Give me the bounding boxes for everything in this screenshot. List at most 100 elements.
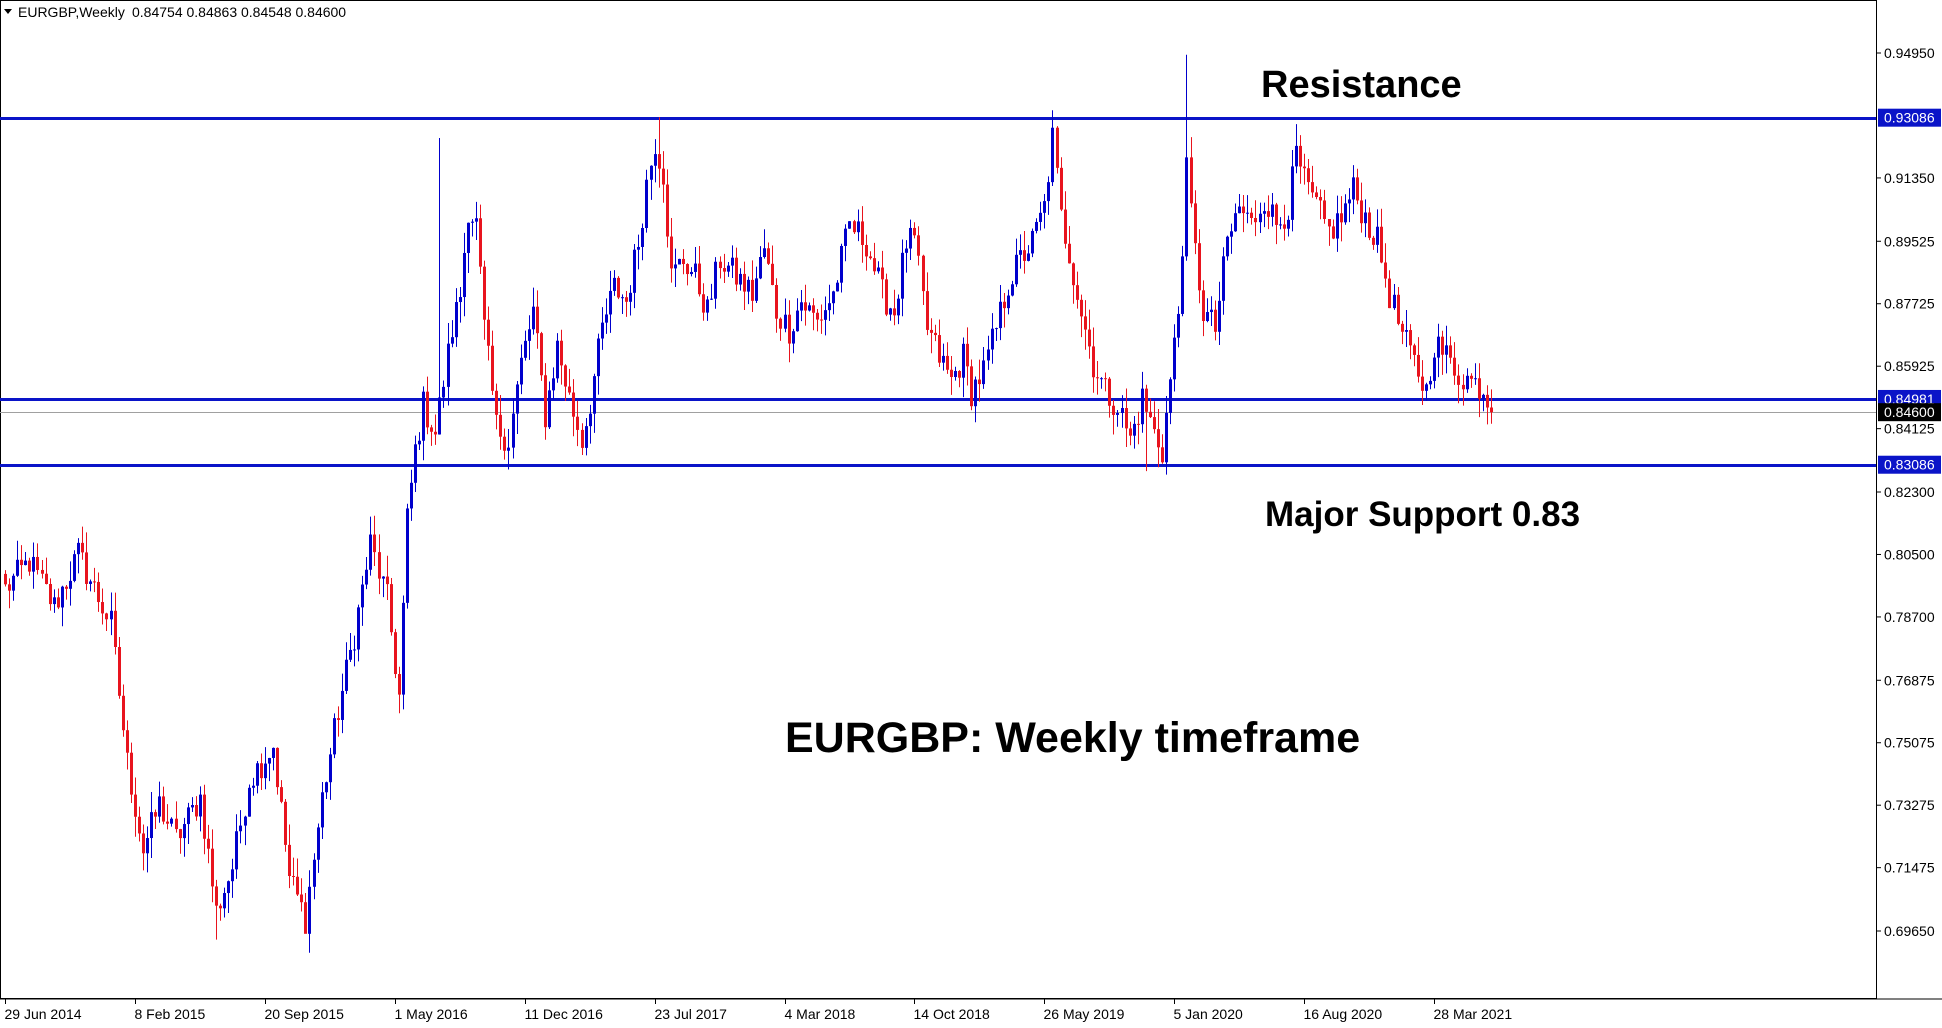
candle-body (629, 292, 632, 302)
candle-body (682, 258, 685, 265)
candle-body (808, 305, 811, 311)
candle-body (686, 264, 689, 275)
candle-body (1267, 211, 1270, 217)
candle-body (434, 431, 437, 435)
candle-body (28, 560, 31, 572)
candle-body (4, 573, 7, 585)
candle-body (438, 397, 441, 435)
candle-body (771, 263, 774, 285)
candle-body (369, 534, 372, 570)
candle-body (824, 310, 827, 320)
candle-body (406, 508, 409, 603)
triangle-down-icon[interactable] (4, 9, 12, 14)
candle-body (848, 221, 851, 229)
candle-body (479, 218, 482, 267)
candle-body (1352, 177, 1355, 200)
candle-body (934, 332, 937, 336)
candle-body (865, 244, 868, 257)
candle-body (1011, 284, 1014, 296)
header: EURGBP,Weekly 0.84754 0.84863 0.84548 0.… (4, 4, 346, 20)
candle-body (1137, 423, 1140, 425)
candle-body (735, 257, 738, 285)
candle-body (1121, 408, 1124, 413)
candle-body (207, 838, 210, 849)
candle-body (690, 271, 693, 275)
y-tick-label: 0.87725 (1884, 296, 1935, 312)
candle-body (784, 314, 787, 329)
candle-body (576, 416, 579, 430)
candle-body (706, 299, 709, 313)
candle-body (101, 602, 104, 614)
candle-body (1125, 408, 1128, 429)
candle-body (1003, 301, 1006, 309)
candle-body (12, 575, 15, 591)
candle-body (1437, 336, 1440, 358)
candle-body (394, 632, 397, 675)
candle-body (1319, 197, 1322, 201)
candle-body (970, 366, 973, 407)
candle-body (1393, 294, 1396, 309)
candle-body (820, 319, 823, 321)
candle-body (1206, 312, 1209, 322)
candle-body (49, 584, 52, 605)
candle-body (142, 833, 145, 854)
candle-body (260, 763, 263, 779)
candle-body (1096, 377, 1099, 379)
level-price-label: 0.83086 (1884, 457, 1935, 473)
candle-body (755, 278, 758, 301)
candle-body (946, 355, 949, 370)
candle-body (1198, 243, 1201, 291)
candle-body (1254, 217, 1257, 223)
candle-body (337, 718, 340, 720)
candle-body (1271, 204, 1274, 217)
candle-body (1047, 182, 1050, 202)
candle-body (747, 279, 750, 292)
candle-body (138, 816, 141, 834)
candle-body (1084, 316, 1087, 330)
candle-body (853, 221, 856, 233)
candle-body (1238, 206, 1241, 214)
candle-body (1462, 384, 1465, 390)
candle-body (187, 807, 190, 825)
x-tick-label: 29 Jun 2014 (5, 1006, 82, 1022)
level-price-label-bg (1878, 108, 1941, 127)
candle-body (528, 329, 531, 341)
candle-body (1076, 285, 1079, 300)
candle-body (272, 747, 275, 758)
candle-body (158, 796, 161, 817)
candle-body (1116, 412, 1119, 415)
y-tick-label: 0.78700 (1884, 609, 1935, 625)
ohlc-values: 0.84754 0.84863 0.84548 0.84600 (132, 4, 346, 20)
candle-body (1190, 157, 1193, 204)
candle-body (674, 264, 677, 269)
candles (4, 54, 1493, 953)
candle-body (248, 787, 251, 817)
candle-body (333, 718, 336, 755)
y-tick-label: 0.71475 (1884, 860, 1935, 876)
x-tick-label: 23 Jul 2017 (655, 1006, 728, 1022)
candle-body (1161, 447, 1164, 463)
candle-body (1169, 379, 1172, 413)
candle-body (77, 542, 80, 555)
y-tick-label: 0.69650 (1884, 923, 1935, 939)
candle-body (256, 763, 259, 786)
candle-body (658, 154, 661, 169)
candle-body (390, 584, 393, 633)
candle-body (889, 308, 892, 315)
candle-body (1007, 295, 1010, 309)
candle-body (1218, 300, 1221, 332)
candle-body (840, 245, 843, 283)
candle-body (597, 338, 600, 377)
candle-body (1344, 203, 1347, 223)
candle-body (1068, 243, 1071, 264)
candle-body (459, 297, 462, 303)
candle-body (812, 305, 815, 313)
candle-body (800, 302, 803, 311)
candle-body (759, 257, 762, 279)
candle-body (702, 294, 705, 313)
candle-body (317, 827, 320, 860)
candle-body (1210, 309, 1213, 313)
candle-body (524, 340, 527, 358)
level-price-label-bg (1878, 455, 1941, 474)
